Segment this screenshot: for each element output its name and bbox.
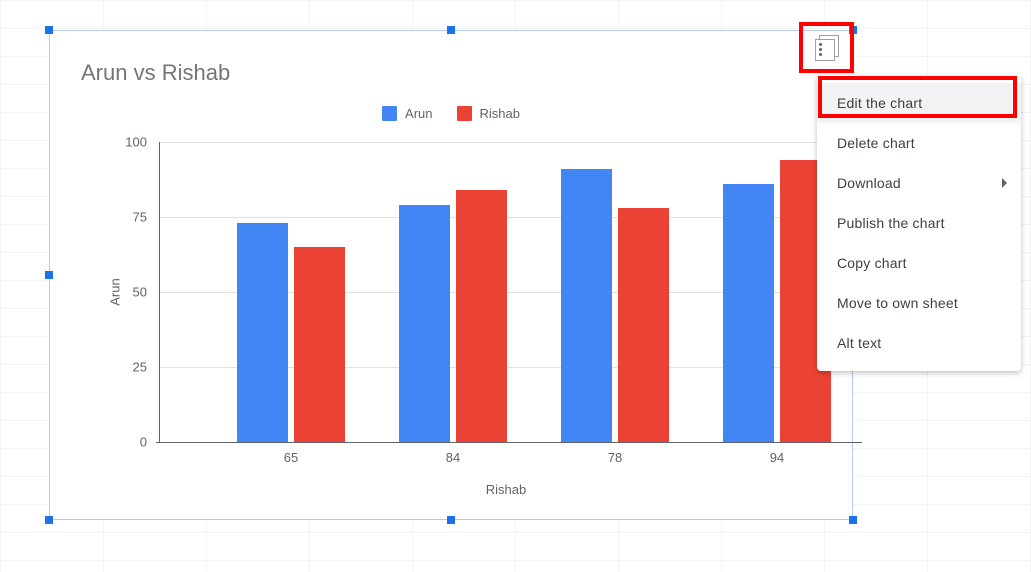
- x-tick-label: 78: [608, 450, 622, 465]
- legend-item-rishab[interactable]: Rishab: [457, 106, 520, 121]
- menu-item-copy-chart[interactable]: Copy chart: [817, 243, 1021, 283]
- resize-handle-tm[interactable]: [447, 26, 455, 34]
- menu-item-download[interactable]: Download: [817, 163, 1021, 203]
- y-tick-label: 0: [107, 435, 147, 450]
- bar-rishab[interactable]: [294, 247, 345, 442]
- y-tick-label: 50: [107, 285, 147, 300]
- bar-arun[interactable]: [399, 205, 450, 442]
- gridline: [159, 142, 853, 143]
- chart-canvas: Arun vs Rishab Arun Rishab Arun Rishab 0…: [55, 36, 847, 514]
- legend-swatch-rishab: [457, 106, 472, 121]
- menu-item-label: Alt text: [837, 335, 881, 351]
- x-tick-label: 84: [446, 450, 460, 465]
- y-tick-label: 75: [107, 210, 147, 225]
- resize-handle-tr[interactable]: [849, 26, 857, 34]
- x-tick-label: 94: [770, 450, 784, 465]
- resize-handle-bl[interactable]: [45, 516, 53, 524]
- legend-label: Rishab: [480, 106, 520, 121]
- chart-selection-frame[interactable]: Arun vs Rishab Arun Rishab Arun Rishab 0…: [49, 30, 853, 520]
- chevron-right-icon: [1002, 178, 1007, 188]
- menu-item-label: Copy chart: [837, 255, 907, 271]
- menu-item-publish-the-chart[interactable]: Publish the chart: [817, 203, 1021, 243]
- y-tick-label: 100: [107, 135, 147, 150]
- menu-item-label: Move to own sheet: [837, 295, 958, 311]
- menu-item-label: Edit the chart: [837, 95, 922, 111]
- resize-handle-bm[interactable]: [447, 516, 455, 524]
- menu-item-label: Download: [837, 175, 901, 191]
- bar-arun[interactable]: [561, 169, 612, 442]
- x-axis-title: Rishab: [486, 482, 526, 497]
- menu-item-edit-the-chart[interactable]: Edit the chart: [817, 83, 1021, 123]
- y-axis-line: [159, 142, 160, 442]
- legend-item-arun[interactable]: Arun: [382, 106, 432, 121]
- menu-item-move-to-own-sheet[interactable]: Move to own sheet: [817, 283, 1021, 323]
- legend-label: Arun: [405, 106, 432, 121]
- chart-legend: Arun Rishab: [55, 106, 847, 121]
- chart-title: Arun vs Rishab: [81, 60, 230, 86]
- chart-plot-area: 0255075100 65847894: [159, 142, 853, 442]
- chart-options-kebab-icon[interactable]: [806, 29, 846, 67]
- menu-item-alt-text[interactable]: Alt text: [817, 323, 1021, 363]
- resize-handle-br[interactable]: [849, 516, 857, 524]
- menu-item-label: Publish the chart: [837, 215, 945, 231]
- bar-rishab[interactable]: [456, 190, 507, 442]
- x-tick-label: 65: [284, 450, 298, 465]
- chart-context-menu: Edit the chart Delete chart Download Publis…: [817, 75, 1021, 371]
- bar-arun[interactable]: [723, 184, 774, 442]
- y-tick-label: 25: [107, 360, 147, 375]
- legend-swatch-arun: [382, 106, 397, 121]
- menu-item-delete-chart[interactable]: Delete chart: [817, 123, 1021, 163]
- resize-handle-tl[interactable]: [45, 26, 53, 34]
- bar-arun[interactable]: [237, 223, 288, 442]
- resize-handle-lm[interactable]: [45, 271, 53, 279]
- menu-item-label: Delete chart: [837, 135, 915, 151]
- x-axis-line: [156, 442, 862, 443]
- bar-rishab[interactable]: [618, 208, 669, 442]
